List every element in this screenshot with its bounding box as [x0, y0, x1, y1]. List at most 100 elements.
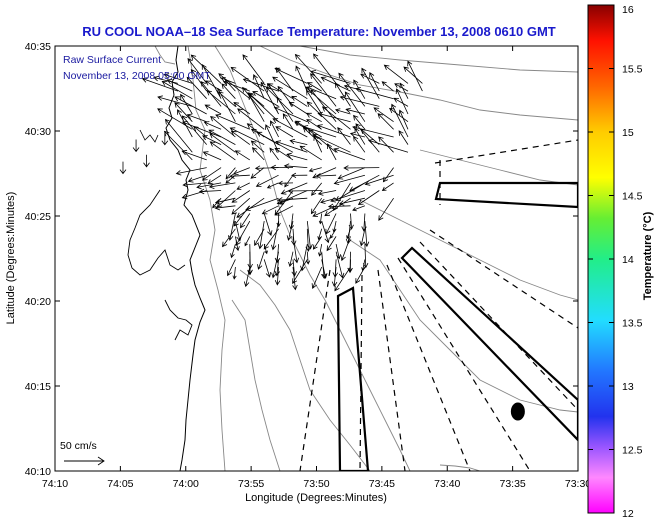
x-tick-label: 73:40	[434, 478, 460, 490]
current-vector	[233, 101, 251, 115]
y-tick-label: 40:35	[25, 41, 51, 53]
current-vector	[200, 81, 222, 107]
current-vector	[203, 121, 222, 130]
current-vector	[232, 266, 237, 280]
current-vector	[353, 135, 366, 153]
current-vector	[286, 221, 294, 241]
current-vector	[338, 197, 365, 206]
current-vector	[225, 174, 236, 184]
current-vector	[326, 236, 337, 252]
current-vector	[230, 66, 265, 92]
current-vector	[235, 220, 251, 246]
current-vector	[288, 251, 294, 268]
current-vector	[284, 174, 294, 188]
current-vector	[335, 244, 341, 260]
colorbar-tick-label: 12.5	[622, 445, 643, 457]
current-vector	[337, 167, 366, 180]
current-vector	[187, 58, 208, 84]
current-vector	[364, 174, 394, 186]
current-vector	[181, 149, 207, 161]
y-axis: 40:10 40:15 40:20 40:25 40:30 40:35	[25, 41, 578, 478]
current-vector	[180, 93, 193, 115]
current-vector	[234, 150, 251, 161]
current-vector	[263, 259, 272, 278]
current-vector	[164, 118, 193, 153]
current-vector	[187, 174, 207, 183]
current-vector	[295, 65, 308, 92]
current-vector	[317, 111, 351, 123]
current-vector	[272, 76, 308, 100]
current-vector	[292, 259, 308, 285]
current-vector	[221, 83, 236, 99]
current-vector	[332, 221, 337, 233]
current-vector	[190, 54, 222, 84]
buoy-marker	[510, 402, 525, 421]
current-vector	[291, 95, 308, 107]
x-tick-label: 73:45	[369, 478, 395, 490]
current-vector	[288, 101, 308, 115]
current-vector	[310, 89, 337, 122]
current-vector	[217, 91, 236, 107]
current-vector	[157, 95, 193, 107]
current-vector	[382, 167, 394, 183]
current-vector	[321, 251, 327, 280]
current-vector	[209, 141, 236, 161]
current-vector	[182, 181, 207, 188]
y-tick-label: 40:25	[25, 211, 51, 223]
current-vector	[210, 115, 236, 138]
current-vector	[215, 114, 250, 130]
radial-lines	[299, 139, 578, 471]
current-vector	[220, 77, 236, 84]
current-vector	[274, 67, 308, 84]
current-vector	[141, 77, 179, 92]
current-vector	[275, 140, 308, 153]
current-vector	[306, 82, 322, 92]
current-vector	[289, 138, 308, 145]
inland-river	[164, 299, 193, 341]
coastline	[165, 46, 206, 471]
current-vector	[267, 83, 294, 100]
current-vector	[255, 174, 279, 187]
current-vector	[153, 75, 178, 84]
current-vector	[261, 205, 279, 215]
buoy-markers	[510, 402, 525, 421]
scale-arrow	[64, 456, 105, 466]
current-vector	[353, 114, 366, 130]
current-vector	[276, 213, 281, 228]
current-vector	[275, 126, 294, 138]
current-vector	[274, 266, 281, 286]
current-vector	[231, 197, 251, 215]
current-vector	[398, 130, 409, 145]
inland-river	[127, 189, 186, 276]
current-vector	[196, 182, 222, 190]
colorbar-tick-label: 14.5	[622, 191, 643, 203]
x-axis-label: Longitude (Degrees:Minutes)	[245, 492, 387, 504]
current-vector	[325, 213, 337, 235]
current-vector	[198, 188, 222, 195]
current-vector	[291, 228, 297, 246]
current-vector	[286, 152, 308, 161]
current-vector	[359, 228, 366, 247]
current-vector	[348, 213, 354, 230]
current-vector	[291, 172, 308, 178]
current-vector	[201, 63, 222, 99]
current-vector	[204, 104, 222, 115]
current-vector	[275, 67, 294, 92]
y-tick-label: 40:15	[25, 381, 51, 393]
current-vector	[229, 173, 250, 179]
colorbar-tick-label: 13.5	[622, 318, 643, 330]
current-vector	[318, 244, 323, 257]
current-vector	[252, 74, 265, 99]
current-vector	[278, 180, 294, 186]
current-vector	[269, 120, 279, 138]
current-vector	[306, 86, 337, 100]
x-axis: 74:10 74:05 74:00 73:55 73:50 73:45 73:40 73:35…	[42, 46, 591, 490]
current-vector	[227, 213, 236, 241]
x-tick-label: 73:35	[499, 478, 525, 490]
colorbar-tick-label: 16	[622, 4, 634, 16]
current-vector	[202, 135, 222, 145]
x-tick-label: 74:05	[107, 478, 133, 490]
current-vector	[207, 174, 222, 185]
shipping-lane-east	[434, 181, 578, 209]
